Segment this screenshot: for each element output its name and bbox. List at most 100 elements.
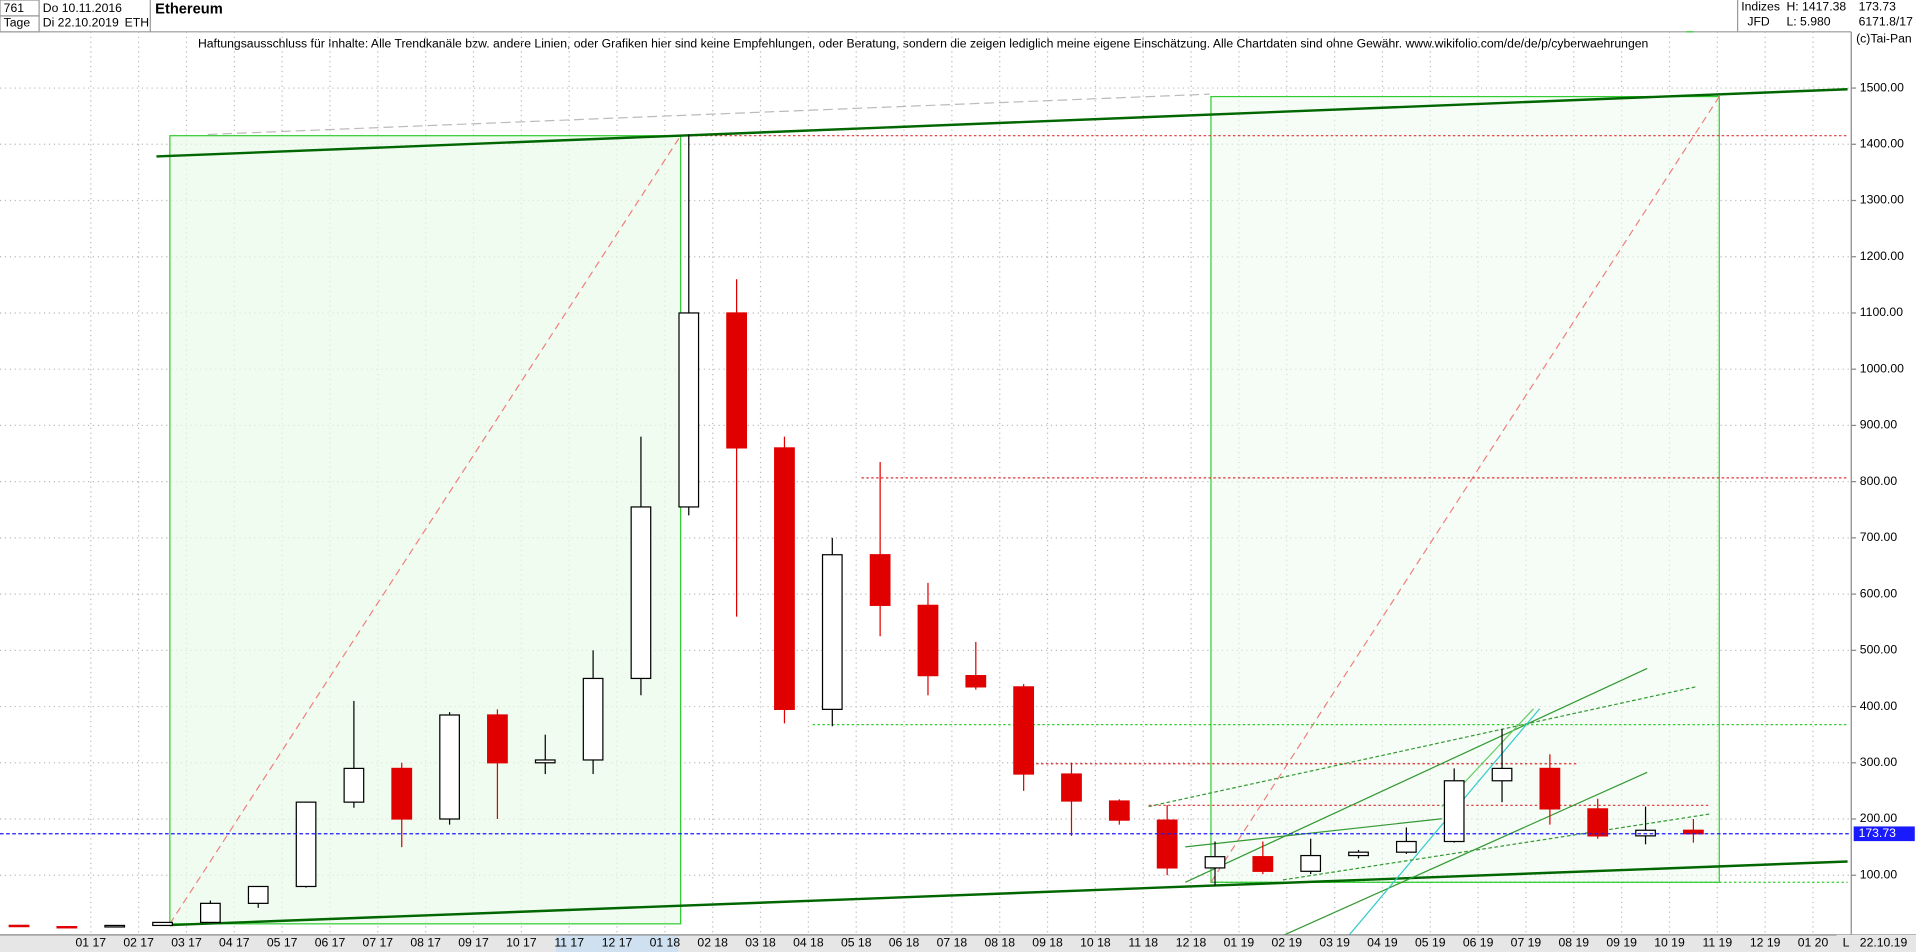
header-last: 173.73 [1859,0,1897,14]
x-tick-label: 07 18 [937,936,968,950]
header-low: L: 5.980 [1786,14,1830,28]
y-tick-label: 1300.00 [1860,193,1904,207]
candle-body [439,714,460,820]
y-tick-label: 600.00 [1860,586,1898,600]
x-tick-label: 11 17 [554,936,584,950]
x-tick-label: 08 19 [1559,936,1590,950]
x-tick-label: 03 18 [745,936,776,950]
diagonal [1210,96,1720,883]
y-tick-label: 400.00 [1860,699,1898,713]
x-tick-label: 02 18 [697,936,728,950]
x-tick-label: 10 19 [1654,936,1685,950]
x-tick-label: 03 17 [171,936,202,950]
y-tick-label: 100.00 [1860,867,1898,881]
x-tick-label: 12 17 [602,936,633,950]
candle-body [630,506,652,680]
group: Indizes [1741,0,1780,14]
y-tick-label: 1000.00 [1860,361,1904,375]
y-tick-label: 500.00 [1860,643,1898,657]
channel-line [1185,818,1442,848]
symbol: ETH [125,15,149,29]
x-axis-highlight [555,934,679,952]
candle-body [247,885,269,904]
last-price-label: 173.73 [1859,826,1897,840]
candle-body [1300,854,1322,872]
x-tick-label: 06 18 [889,936,920,950]
broker: JFD [1747,14,1770,28]
candle-body [1156,819,1178,869]
x-tick-label: 01 19 [1224,936,1255,950]
x-tick-label: 08 17 [410,936,441,950]
chart-title: Ethereum [155,2,223,18]
channel-line [1148,686,1697,808]
x-tick-label: 08 18 [984,936,1015,950]
candle-body [821,554,843,710]
candle-body [487,714,508,764]
candle-body [343,767,365,803]
candle-body [1204,856,1226,869]
start-date: Do 10.11.2016 [43,1,122,15]
y-tick-label: 1200.00 [1860,249,1904,263]
y-tick-label: 300.00 [1860,755,1898,769]
x-tick-label: 04 19 [1367,936,1398,950]
x-tick-label: 09 19 [1606,936,1637,950]
x-axis-bar [0,934,1916,952]
count[interactable]: 761 [4,1,25,15]
candle-body [917,604,939,677]
diagonal [169,135,682,925]
candle-body [391,767,413,820]
y-tick-label: 1400.00 [1860,136,1904,150]
y-tick-label: 200.00 [1860,811,1898,825]
candle-body [1539,767,1561,810]
x-tick-label: 09 17 [458,936,489,950]
candle-body [965,675,987,688]
x-tick-label: 11 18 [1128,936,1158,950]
y-tick-label: 1500.00 [1860,80,1904,94]
x-tick-label: 01 20 [1798,936,1829,950]
trend-line [169,860,1848,927]
x-tick-label: 12 18 [1176,936,1207,950]
candle-body [1108,800,1130,821]
candle-body [200,902,221,924]
trend-line [156,88,1848,158]
candle-body [295,801,317,888]
candle-body [1491,767,1513,782]
x-tick-label: 01 18 [650,936,681,950]
header-bar [0,0,1916,32]
x-tick-label: 02 17 [123,936,154,950]
end-date: Di 22.10.2019 [43,15,119,29]
x-tick-label: 06 19 [1463,936,1494,950]
footer-flag: L [1843,936,1850,950]
candle-body [1061,773,1082,802]
candle-body [1443,780,1465,843]
candle-body [152,921,173,927]
candle-body [1013,686,1035,775]
candle-body [534,759,556,764]
footer-box [1836,934,1916,952]
x-tick-label: 02 19 [1271,936,1302,950]
channel-line [1343,708,1541,942]
candle-body [104,924,126,928]
annotations [156,31,1848,942]
candle-body [1587,808,1609,837]
x-tick-label: 07 19 [1511,936,1542,950]
candle-body [1635,829,1656,837]
copyright: (c)Tai-Pan [1856,31,1912,45]
x-tick-label: 04 17 [219,936,250,950]
header-extra: 6171.8/17 [1859,14,1914,28]
x-tick-label: 12 19 [1750,936,1781,950]
x-tick-label: 10 18 [1080,936,1111,950]
footer-date: 22.10.19 [1860,936,1908,950]
channel-line [1270,771,1648,942]
candle-body [1348,851,1369,857]
x-tick-label: 06 17 [315,936,346,950]
last-price-box [1853,826,1915,842]
x-tick-label: 05 18 [841,936,872,950]
x-tick-label: 03 19 [1319,936,1350,950]
guide-line [207,93,1210,136]
candle-body [726,312,748,449]
period-box[interactable] [0,15,40,33]
period[interactable]: Tage [4,15,31,29]
